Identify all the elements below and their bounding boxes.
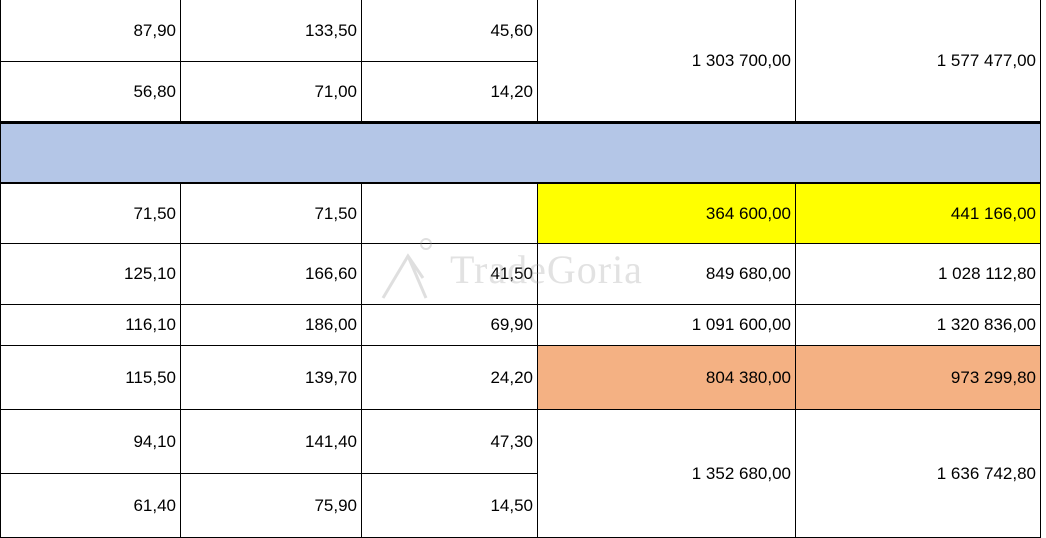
table-cell: 115,50	[0, 346, 181, 410]
table-cell: 973 299,80	[796, 346, 1041, 410]
table-cell: 1 636 742,80	[796, 410, 1041, 538]
table-cell: 47,30	[362, 410, 538, 474]
table-cell: 441 166,00	[796, 184, 1041, 244]
table-cell: 41,50	[362, 244, 538, 305]
table-cell: 94,10	[0, 410, 181, 474]
table-cell: 125,10	[0, 244, 181, 305]
table-cell: 1 028 112,80	[796, 244, 1041, 305]
table-cell: 141,40	[181, 410, 362, 474]
table-cell: 14,20	[362, 62, 538, 122]
table-cell: 116,10	[0, 305, 181, 346]
table-cell: 71,50	[0, 184, 181, 244]
table-cell: 56,80	[0, 62, 181, 122]
table-cell: 1 303 700,00	[538, 0, 796, 122]
table-cell: 14,50	[362, 474, 538, 538]
table-cell: 87,90	[0, 0, 181, 62]
table-cell: 24,20	[362, 346, 538, 410]
watermark: TradeGoria	[450, 247, 643, 292]
table-cell: 804 380,00	[538, 346, 796, 410]
separator-row	[0, 122, 1041, 184]
table-cell: 186,00	[181, 305, 362, 346]
table-cell: 61,40	[0, 474, 181, 538]
table-cell: 1 577 477,00	[796, 0, 1041, 122]
table-cell: 1 352 680,00	[538, 410, 796, 538]
table-cell: 364 600,00	[538, 184, 796, 244]
table-cell	[362, 184, 538, 244]
watermark-icon	[381, 238, 432, 299]
table-cell: 71,50	[181, 184, 362, 244]
table-cell: 1 091 600,00	[538, 305, 796, 346]
table-cell: 139,70	[181, 346, 362, 410]
table-cell: 69,90	[362, 305, 538, 346]
table-cell: 71,00	[181, 62, 362, 122]
table-cell: 166,60	[181, 244, 362, 305]
table-cell: 45,60	[362, 0, 538, 62]
table-cell: 75,90	[181, 474, 362, 538]
table-cell: 1 320 836,00	[796, 305, 1041, 346]
table-cell: 849 680,00	[538, 244, 796, 305]
table-cell: 133,50	[181, 0, 362, 62]
